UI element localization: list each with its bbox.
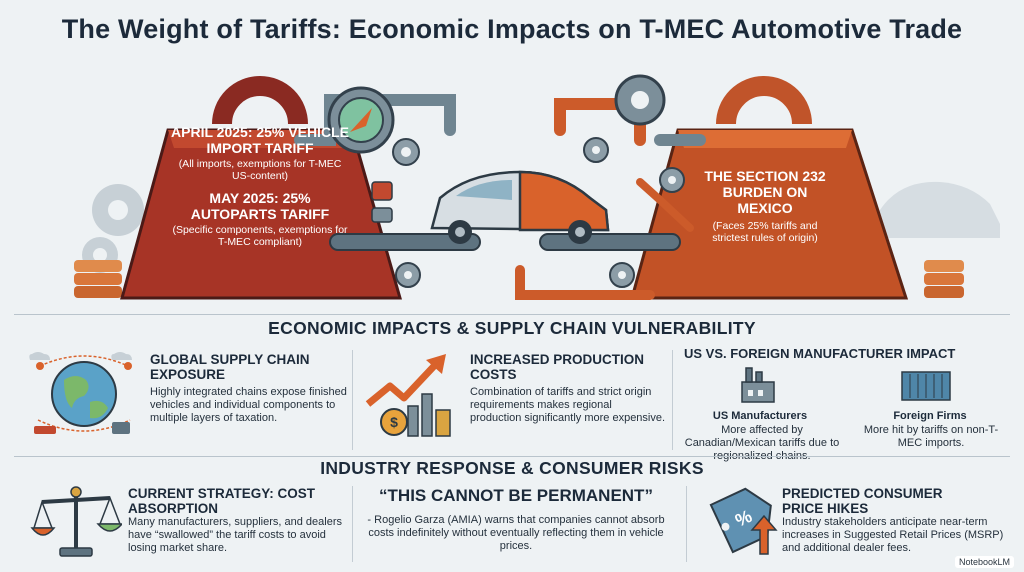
quote-heading: “THIS CANNOT BE PERMANENT” bbox=[379, 486, 653, 505]
balance-scale-icon bbox=[30, 486, 122, 557]
page-title: The Weight of Tariffs: Economic Impacts … bbox=[61, 14, 963, 44]
left-weight-text: APRIL 2025: 25% VEHICLE IMPORT TARIFF (A… bbox=[170, 124, 350, 248]
car-icon bbox=[430, 170, 610, 244]
column-divider bbox=[352, 350, 353, 450]
price-tag-symbol: % bbox=[732, 506, 755, 531]
section-232-note: (Faces 25% tariffs and strictest rules o… bbox=[712, 220, 818, 244]
price-hikes-body: Industry stakeholders anticipate near-te… bbox=[782, 516, 1004, 554]
price-hikes-title: PREDICTED CONSUMER PRICE HIKES bbox=[782, 486, 943, 516]
conveyor-icon bbox=[329, 233, 681, 251]
factory-icon bbox=[741, 367, 775, 403]
production-costs-title: INCREASED PRODUCTION COSTS bbox=[470, 352, 645, 382]
gear-icon bbox=[392, 74, 685, 288]
foreign-firms-label: Foreign Firms bbox=[893, 410, 967, 422]
section-232-heading: THE SECTION 232 BURDEN ON MEXICO bbox=[704, 168, 826, 216]
global-supply-title: GLOBAL SUPPLY CHAIN EXPOSURE bbox=[150, 352, 310, 382]
april-tariff-note: (All imports, exemptions for T-MEC US-co… bbox=[178, 158, 342, 182]
may-tariff-note: (Specific components, exemptions for T-M… bbox=[172, 224, 348, 248]
engine-part-icon bbox=[371, 181, 393, 223]
us-vs-foreign-title: US VS. FOREIGN MANUFACTURER IMPACT bbox=[684, 346, 956, 361]
hero-illustration: APRIL 2025: 25% VEHICLE IMPORT TARIFF (A… bbox=[0, 60, 1024, 312]
column-divider bbox=[686, 486, 687, 562]
car-silhouette-icon bbox=[870, 181, 1000, 238]
rising-cost-chart-icon: $ bbox=[365, 354, 451, 437]
quote-body: - Rogelio Garza (AMIA) warns that compan… bbox=[367, 514, 665, 552]
column-divider bbox=[672, 350, 673, 450]
section-heading-industry-response: INDUSTRY RESPONSE & CONSUMER RISKS bbox=[320, 458, 704, 478]
globe-network-icon bbox=[29, 352, 132, 434]
coin-stack-icon bbox=[924, 260, 964, 298]
weight-icon bbox=[630, 76, 909, 300]
foreign-firms-body: More hit by tariffs on non-T-MEC imports… bbox=[863, 424, 999, 449]
svg-text:$: $ bbox=[390, 414, 398, 430]
cost-absorption-body: Many manufacturers, suppliers, and deale… bbox=[128, 516, 342, 554]
notebooklm-watermark: NotebookLM bbox=[954, 556, 1014, 568]
us-manufacturers-label: US Manufacturers bbox=[712, 410, 808, 422]
may-tariff-heading: MAY 2025: 25% AUTOPARTS TARIFF bbox=[190, 190, 330, 222]
coin-stack-icon bbox=[74, 260, 122, 298]
price-tag-icon: % bbox=[709, 487, 778, 555]
column-divider bbox=[352, 486, 353, 562]
cost-absorption-title: CURRENT STRATEGY: COST ABSORPTION bbox=[128, 486, 315, 516]
compass-icon bbox=[327, 86, 395, 154]
hero-graphic bbox=[74, 74, 1000, 300]
global-supply-body: Highly integrated chains expose finished… bbox=[150, 386, 347, 424]
section-divider bbox=[14, 456, 1010, 457]
section-divider bbox=[14, 314, 1010, 315]
shipping-container-icon bbox=[901, 371, 951, 401]
section-heading-economic-impacts: ECONOMIC IMPACTS & SUPPLY CHAIN VULNERAB… bbox=[268, 318, 756, 338]
right-weight-text: THE SECTION 232 BURDEN ON MEXICO (Faces … bbox=[700, 168, 830, 244]
production-costs-body: Combination of tariffs and strict origin… bbox=[470, 386, 666, 424]
april-tariff-heading: APRIL 2025: 25% VEHICLE IMPORT TARIFF bbox=[171, 124, 349, 156]
robot-arm-icon bbox=[636, 178, 694, 232]
